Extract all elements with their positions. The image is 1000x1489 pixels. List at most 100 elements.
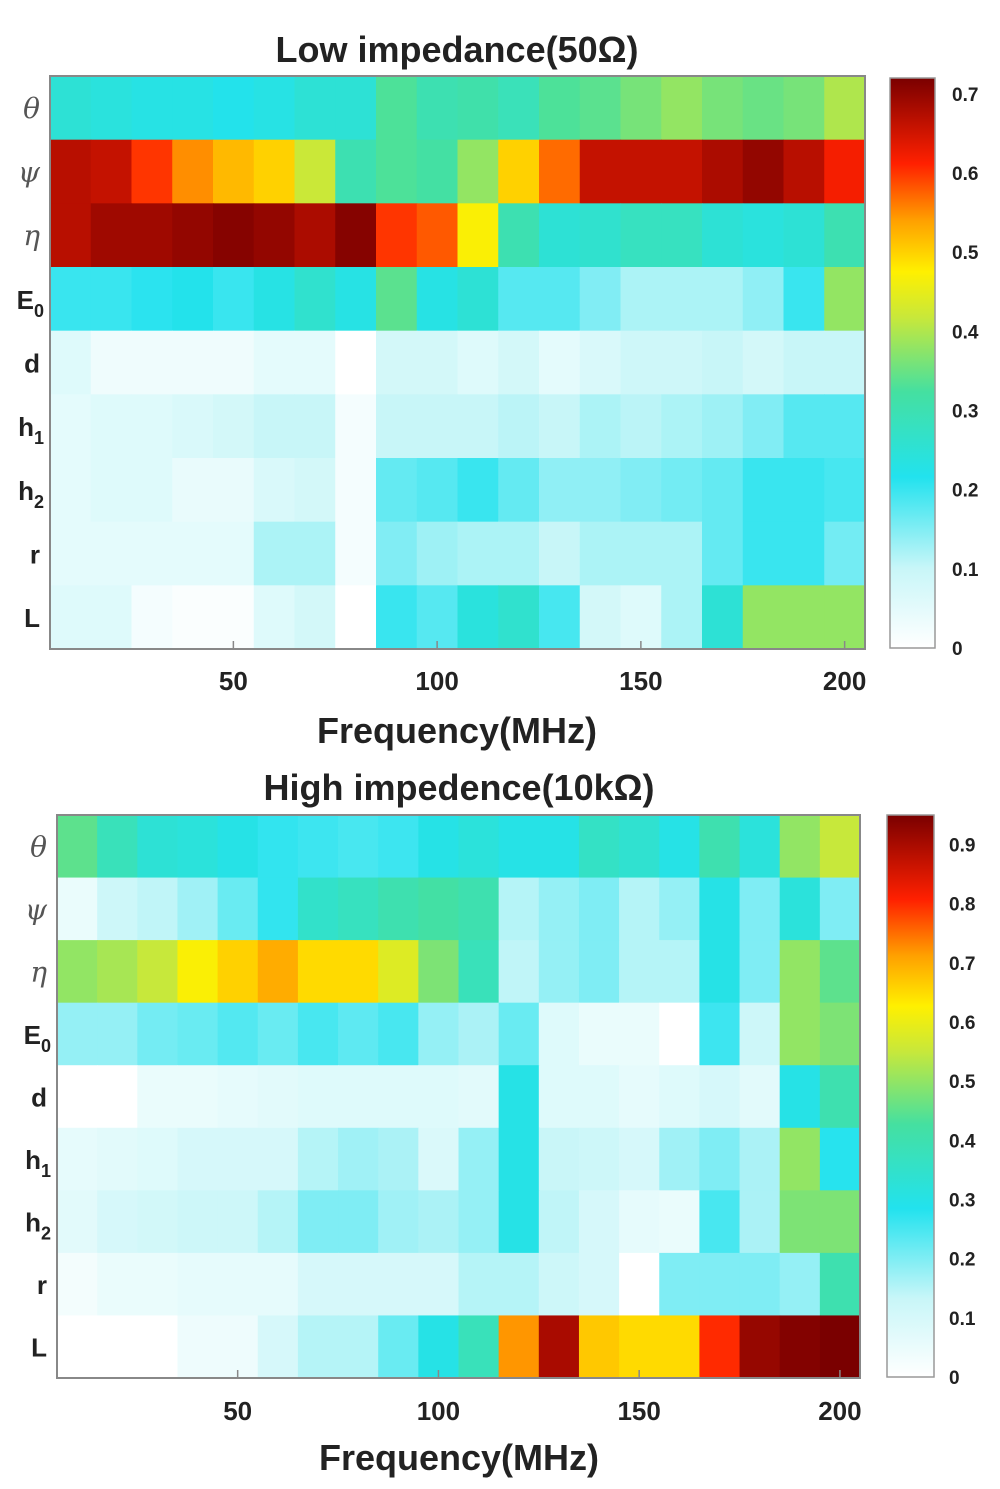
heatmap-cell xyxy=(498,815,540,879)
heatmap-cell xyxy=(539,267,581,332)
heatmap-cell xyxy=(699,1190,741,1254)
heatmap-cell xyxy=(253,394,296,459)
heatmap-cell xyxy=(172,330,214,395)
heatmap-cell xyxy=(739,1252,781,1317)
heatmap-cell xyxy=(458,940,500,1004)
heatmap-cell xyxy=(539,139,581,204)
heatmap-cell xyxy=(498,139,540,204)
heatmap-cell xyxy=(297,877,339,941)
heatmap-cell xyxy=(253,76,296,141)
heatmap-cell xyxy=(257,815,299,879)
heatmap-cell xyxy=(416,203,459,268)
heatmap-cell xyxy=(659,877,700,941)
heatmap-cell xyxy=(137,1315,179,1379)
heatmap-cell xyxy=(418,940,460,1004)
heatmap-cell xyxy=(378,1190,419,1254)
heatmap-cell xyxy=(659,1315,700,1379)
heatmap-cell xyxy=(97,1065,138,1129)
colorbar-tick-label: 0.5 xyxy=(949,1072,976,1093)
heatmap-cell xyxy=(457,267,499,332)
heatmap-cell xyxy=(90,521,133,586)
heatmap-cell xyxy=(458,1252,500,1317)
x-tick-label: 200 xyxy=(818,1396,861,1426)
colorbar-tick-label: 0.8 xyxy=(949,895,975,916)
heatmap-cell xyxy=(498,1002,540,1066)
heatmap-cell xyxy=(137,1002,179,1066)
y-tick-label: θ xyxy=(30,830,47,863)
heatmap-cell xyxy=(253,203,296,268)
heatmap-cell xyxy=(90,76,133,141)
heatmap-cell xyxy=(699,815,741,879)
heatmap-cell xyxy=(131,458,173,523)
heatmap-cell xyxy=(457,76,499,141)
heatmap-cell xyxy=(335,267,377,332)
heatmap-cell xyxy=(819,815,861,879)
heatmap-cell xyxy=(416,330,459,395)
heatmap-cell xyxy=(335,203,377,268)
heatmap-cell xyxy=(172,139,214,204)
colorbar-tick-label: 0.5 xyxy=(952,243,979,264)
heatmap-cell xyxy=(257,1127,299,1191)
y-tick-label: h2 xyxy=(18,476,44,512)
heatmap-cell xyxy=(418,1252,460,1317)
heatmap-cell xyxy=(378,1315,419,1379)
heatmap-cell xyxy=(335,76,377,141)
heatmap-cell xyxy=(50,521,92,586)
heatmap-cell xyxy=(457,139,499,204)
heatmap-cell xyxy=(498,203,540,268)
heatmap-cell xyxy=(213,267,255,332)
heatmap-cell xyxy=(659,815,700,879)
heatmap-cell xyxy=(418,1002,460,1066)
heatmap-cell xyxy=(498,458,540,523)
heatmap-cell xyxy=(620,203,662,268)
heatmap-cell xyxy=(253,267,296,332)
heatmap-cell xyxy=(578,877,620,941)
heatmap-cell xyxy=(416,585,459,650)
heatmap-cell xyxy=(619,877,660,941)
heatmap-cell xyxy=(579,330,622,395)
heatmap-cell xyxy=(783,521,825,586)
heatmap-cells xyxy=(57,815,861,1379)
heatmap-cell xyxy=(458,1065,500,1129)
chart-title: Low impedance(50Ω) xyxy=(276,29,639,70)
colorbar-tick-labels: 0 0.1 0.2 0.3 0.4 0.5 0.6 0.7 0.8 0.9 xyxy=(949,836,976,1389)
colorbar-tick-label: 0.1 xyxy=(949,1309,976,1330)
y-tick-label: θ xyxy=(23,92,40,125)
heatmap-cell xyxy=(699,877,741,941)
heatmap-cell xyxy=(819,1252,861,1317)
heatmap-cell xyxy=(819,877,861,941)
heatmap-cell xyxy=(579,139,622,204)
heatmap-cell xyxy=(458,815,500,879)
heatmap-cell xyxy=(378,877,419,941)
heatmap-cell xyxy=(457,203,499,268)
heatmap-cell xyxy=(739,1065,781,1129)
heatmap-cell xyxy=(779,1065,821,1129)
heatmap-cell xyxy=(824,267,866,332)
heatmap-cell xyxy=(824,521,866,586)
colorbar-tick-label: 0.3 xyxy=(949,1191,975,1212)
heatmap-cell xyxy=(779,1002,821,1066)
heatmap-cell xyxy=(783,203,825,268)
heatmap-cell xyxy=(458,1127,500,1191)
heatmap-cell xyxy=(779,1315,821,1379)
heatmap-cell xyxy=(172,458,214,523)
heatmap-cell xyxy=(416,267,459,332)
heatmap-cell xyxy=(498,394,540,459)
heatmap-cell xyxy=(378,940,419,1004)
heatmap-cell xyxy=(742,521,785,586)
heatmap-cell xyxy=(538,940,580,1004)
heatmap-cell xyxy=(824,330,866,395)
heatmap-cell xyxy=(172,203,214,268)
heatmap-cell xyxy=(177,815,219,879)
heatmap-cell xyxy=(578,1252,620,1317)
colorbar-tick-label: 0.2 xyxy=(949,1250,975,1271)
heatmap-cell xyxy=(137,1252,179,1317)
heatmap-cell xyxy=(742,458,785,523)
heatmap-cell xyxy=(539,76,581,141)
heatmap-cell xyxy=(418,815,460,879)
heatmap-cell xyxy=(578,1065,620,1129)
heatmap-cell xyxy=(418,1127,460,1191)
heatmap-cell xyxy=(620,76,662,141)
colorbar xyxy=(886,814,935,1378)
heatmap-cell xyxy=(177,1002,219,1066)
